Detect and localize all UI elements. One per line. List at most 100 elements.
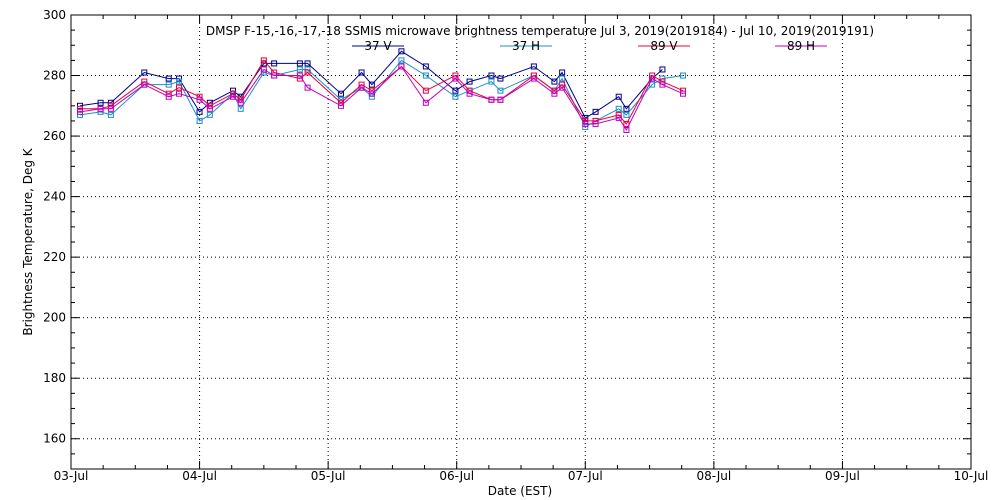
y-tick-label: 260 <box>43 129 66 143</box>
data-point-37h <box>615 105 622 112</box>
data-point-89h <box>296 72 303 79</box>
data-point-37h <box>680 72 686 79</box>
data-point-89h <box>141 81 148 88</box>
data-point-37v <box>452 87 459 94</box>
data-point-37v <box>304 60 311 67</box>
data-point-89h <box>237 99 244 106</box>
series-37v <box>77 48 666 121</box>
x-tick-label: 07-Jul <box>568 469 603 483</box>
data-point-89h <box>592 120 599 127</box>
data-point-89h <box>530 75 537 82</box>
data-point-37h <box>497 87 504 94</box>
x-axis-label: Date (EST) <box>488 484 552 498</box>
axis-ticks: 03-Jul 04-Jul 05-Jul 06-Jul 07-Jul 08-Jul 09-J… <box>43 8 988 483</box>
data-point-89h <box>230 93 236 100</box>
x-tick-label: 09-Jul <box>825 469 860 483</box>
data-point-89v <box>304 69 311 76</box>
x-tick-label: 08-Jul <box>696 469 731 483</box>
data-point-37h <box>488 78 495 85</box>
data-point-89h <box>77 108 83 115</box>
data-point-89v <box>77 105 83 112</box>
data-point-37v <box>530 63 537 70</box>
data-point-89v <box>260 57 267 64</box>
data-point-37v <box>271 60 278 67</box>
x-tick-label: 10-Jul <box>954 469 989 483</box>
y-tick-label: 300 <box>43 8 66 22</box>
data-point-89h <box>422 99 429 106</box>
data-point-37v <box>592 108 599 115</box>
legend-label-37h: 37 H <box>512 39 540 53</box>
series-line-89v <box>80 59 684 125</box>
series-line-89h <box>79 65 684 132</box>
data-point-89h <box>466 90 473 97</box>
x-tick-label: 05-Jul <box>311 469 346 483</box>
data-point-37v <box>497 75 504 82</box>
data-point-89h <box>623 127 630 134</box>
data-point-37h <box>422 72 429 79</box>
data-point-89h <box>680 90 686 97</box>
data-point-89v <box>592 117 599 124</box>
series-line-37h <box>79 59 684 128</box>
data-point-89h <box>615 114 622 121</box>
data-point-37h <box>165 81 172 88</box>
data-point-89h <box>368 90 375 97</box>
data-point-37h <box>237 105 244 112</box>
y-tick-label: 240 <box>43 190 66 204</box>
data-point-37h <box>77 111 83 118</box>
data-point-37v <box>296 60 303 67</box>
data-point-89v <box>649 72 656 79</box>
data-point-89h <box>582 120 589 127</box>
data-point-89h <box>260 66 267 73</box>
data-point-37h <box>176 78 182 85</box>
data-point-89h <box>176 90 182 97</box>
x-tick-label: 04-Jul <box>182 469 217 483</box>
data-point-37v <box>551 78 558 85</box>
data-point-37v <box>165 75 172 82</box>
legend-label-89h: 89 H <box>787 39 815 53</box>
data-point-37v <box>466 78 473 85</box>
legend: 37 V 37 H 89 V 89 H <box>352 39 827 53</box>
plot-area-frame <box>70 14 972 470</box>
y-axis-label: Brightness Temperature, Deg K <box>21 147 35 335</box>
data-point-37v <box>141 69 148 76</box>
data-point-89v <box>422 87 429 94</box>
x-tick-label: 03-Jul <box>54 469 89 483</box>
data-point-89h <box>271 72 278 79</box>
x-tick-label: 06-Jul <box>439 469 474 483</box>
y-tick-label: 160 <box>43 432 66 446</box>
data-point-89h <box>196 96 203 103</box>
data-point-37v <box>398 48 405 55</box>
series-layer <box>77 48 686 134</box>
data-point-37v <box>659 66 666 73</box>
data-point-89h <box>358 84 365 91</box>
data-point-89h <box>398 63 405 70</box>
data-point-37h <box>559 75 566 82</box>
series-89v <box>77 57 686 127</box>
y-tick-label: 180 <box>43 371 66 385</box>
legend-label-37v: 37 V <box>364 39 392 53</box>
grid-lines <box>71 15 971 469</box>
data-point-37v <box>176 75 182 82</box>
data-point-89h <box>165 93 172 100</box>
y-tick-label: 200 <box>43 311 66 325</box>
data-point-37v <box>338 90 344 97</box>
data-point-89h <box>488 96 495 103</box>
data-point-37h <box>296 66 303 73</box>
data-point-37h <box>97 108 104 115</box>
data-point-89h <box>338 102 344 109</box>
y-tick-label: 280 <box>43 69 66 83</box>
data-point-37h <box>452 93 459 100</box>
series-89h <box>77 63 686 134</box>
chart-title: DMSP F-15,-16,-17,-18 SSMIS microwave br… <box>206 24 874 38</box>
data-point-89h <box>659 81 666 88</box>
data-point-37v <box>488 72 495 79</box>
data-point-89h <box>649 75 656 82</box>
data-point-37v <box>422 63 429 70</box>
data-point-89v <box>530 72 537 79</box>
data-point-89h <box>304 84 311 91</box>
data-point-37h <box>206 111 213 118</box>
data-point-37v <box>615 93 622 100</box>
y-tick-label: 220 <box>43 250 66 264</box>
data-point-89h <box>497 96 504 103</box>
data-point-37h <box>398 57 405 64</box>
